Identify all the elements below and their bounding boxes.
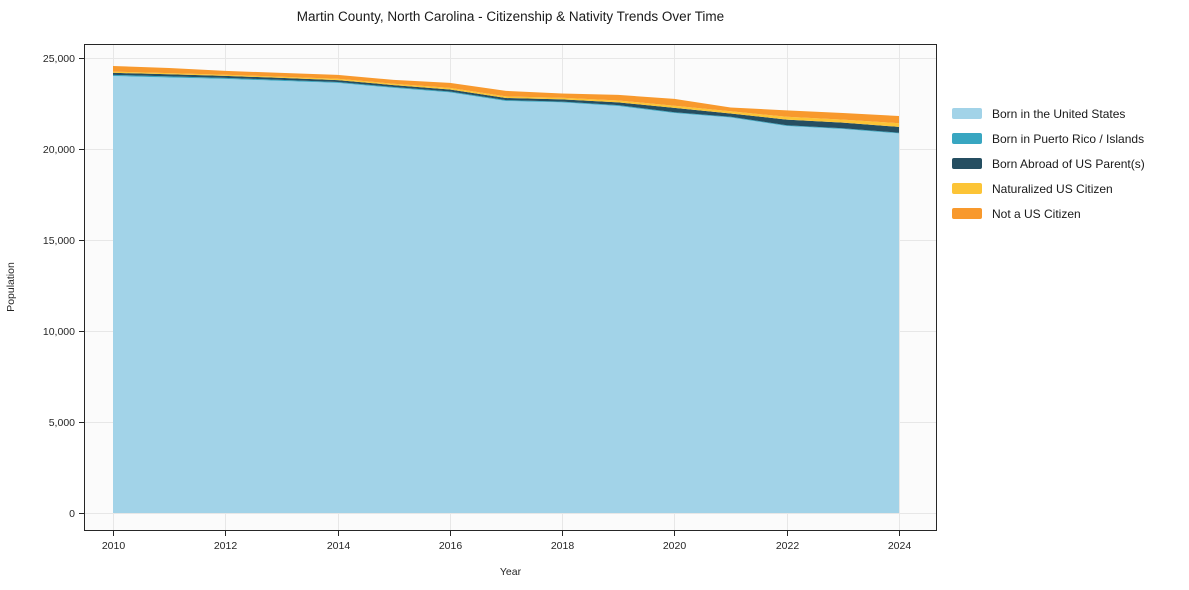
x-tick-label: 2024 [888,540,912,552]
area-not-a-us-citizen [113,66,899,124]
x-tick-label: 2020 [663,540,687,552]
y-tick-label: 0 [69,508,75,520]
plot-frame [84,44,937,531]
x-tick-label: 2014 [327,540,351,552]
legend-swatch-not-citizen [952,208,982,219]
x-tick-label: 2022 [776,540,800,552]
x-tick-label: 2010 [102,540,126,552]
legend: Born in the United States Born in Puerto… [952,101,1145,226]
legend-item-born-abroad: Born Abroad of US Parent(s) [952,151,1145,176]
legend-swatch-born-abroad [952,158,982,169]
legend-swatch-naturalized [952,183,982,194]
legend-label-born-us: Born in the United States [992,106,1126,121]
legend-swatch-born-us [952,108,982,119]
legend-item-born-us: Born in the United States [952,101,1145,126]
x-tick-label: 2018 [551,540,575,552]
legend-swatch-puerto-rico [952,133,982,144]
chart-title: Martin County, North Carolina - Citizens… [296,9,725,24]
y-axis-label: Population [5,262,17,312]
y-tick-label: 15,000 [43,235,75,247]
legend-label-naturalized: Naturalized US Citizen [992,181,1113,196]
y-tick-label: 10,000 [43,326,75,338]
area-naturalized-us-citizen [113,71,899,127]
legend-label-not-citizen: Not a US Citizen [992,206,1081,221]
y-tick-label: 20,000 [43,144,75,156]
x-axis-label: Year [499,566,522,578]
legend-label-born-abroad: Born Abroad of US Parent(s) [992,156,1145,171]
y-tick-label: 25,000 [43,53,75,65]
legend-item-not-citizen: Not a US Citizen [952,201,1145,226]
x-tick-label: 2012 [214,540,238,552]
y-tick-label: 5,000 [49,417,75,429]
area-born-abroad-of-us-parent-s [113,72,899,133]
legend-item-puerto-rico: Born in Puerto Rico / Islands [952,126,1145,151]
legend-label-puerto-rico: Born in Puerto Rico / Islands [992,131,1145,146]
area-born-in-puerto-rico-islands [113,74,899,134]
x-tick-label: 2016 [439,540,463,552]
legend-item-naturalized: Naturalized US Citizen [952,176,1145,201]
area-born-in-the-united-states [113,76,899,513]
